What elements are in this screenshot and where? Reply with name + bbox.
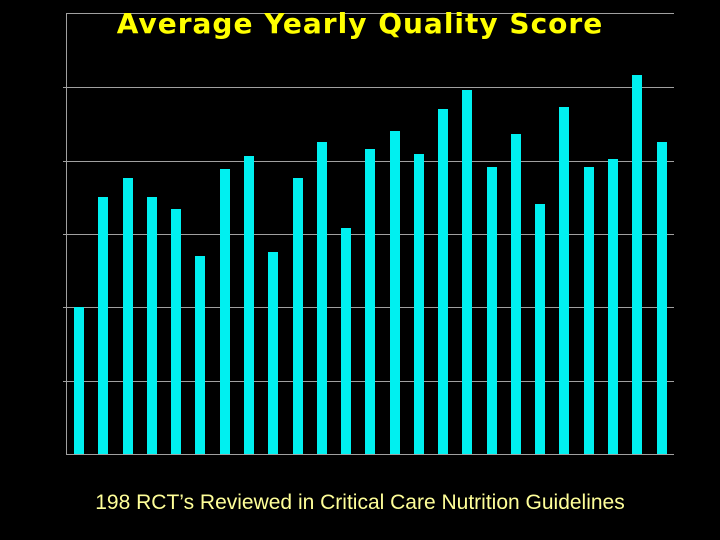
bar — [389, 131, 400, 454]
y-axis-tick — [63, 380, 67, 382]
bar — [268, 252, 279, 454]
bar — [632, 74, 643, 454]
y-axis-tick — [63, 234, 67, 235]
bar — [341, 228, 352, 454]
bar — [171, 209, 182, 454]
bar — [486, 167, 497, 454]
bar — [583, 166, 594, 454]
bar — [219, 168, 230, 454]
bar — [656, 142, 667, 454]
bar — [292, 178, 303, 454]
y-axis-tick — [63, 87, 67, 89]
gridline — [67, 87, 674, 89]
bar — [535, 203, 546, 454]
bar — [462, 90, 473, 454]
bar — [243, 156, 254, 454]
caption-text: 198 RCT’s Reviewed in Critical Care Nutr… — [95, 491, 625, 514]
quality-score-chart — [63, 13, 674, 455]
y-axis-tick — [63, 160, 67, 162]
bar — [365, 148, 376, 454]
bar — [146, 197, 157, 454]
bars-container — [67, 14, 674, 454]
bar — [438, 109, 449, 454]
bar — [316, 142, 327, 454]
y-axis-tick — [63, 307, 67, 309]
bar — [98, 197, 109, 454]
bar — [607, 159, 618, 454]
bar — [74, 307, 85, 454]
bar — [195, 256, 206, 454]
bar — [559, 107, 570, 454]
bar — [122, 178, 133, 454]
bar — [510, 134, 521, 454]
bar — [413, 154, 424, 454]
